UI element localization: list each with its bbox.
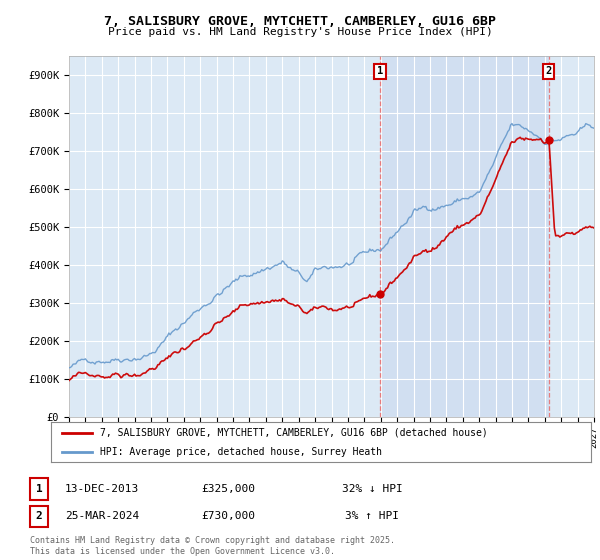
Text: £325,000: £325,000 — [201, 484, 255, 494]
Text: 13-DEC-2013: 13-DEC-2013 — [65, 484, 139, 494]
Text: 32% ↓ HPI: 32% ↓ HPI — [341, 484, 403, 494]
Text: 7, SALISBURY GROVE, MYTCHETT, CAMBERLEY, GU16 6BP (detached house): 7, SALISBURY GROVE, MYTCHETT, CAMBERLEY,… — [100, 428, 487, 438]
Text: 3% ↑ HPI: 3% ↑ HPI — [345, 511, 399, 521]
Text: 2: 2 — [545, 66, 551, 76]
Text: HPI: Average price, detached house, Surrey Heath: HPI: Average price, detached house, Surr… — [100, 447, 382, 457]
Text: 25-MAR-2024: 25-MAR-2024 — [65, 511, 139, 521]
Text: £730,000: £730,000 — [201, 511, 255, 521]
Text: 1: 1 — [35, 484, 43, 494]
Bar — [380, 56, 548, 417]
Text: 2: 2 — [35, 511, 43, 521]
Text: Price paid vs. HM Land Registry's House Price Index (HPI): Price paid vs. HM Land Registry's House … — [107, 27, 493, 38]
Text: 7, SALISBURY GROVE, MYTCHETT, CAMBERLEY, GU16 6BP: 7, SALISBURY GROVE, MYTCHETT, CAMBERLEY,… — [104, 15, 496, 28]
Text: Contains HM Land Registry data © Crown copyright and database right 2025.
This d: Contains HM Land Registry data © Crown c… — [30, 536, 395, 556]
Text: 1: 1 — [377, 66, 383, 76]
